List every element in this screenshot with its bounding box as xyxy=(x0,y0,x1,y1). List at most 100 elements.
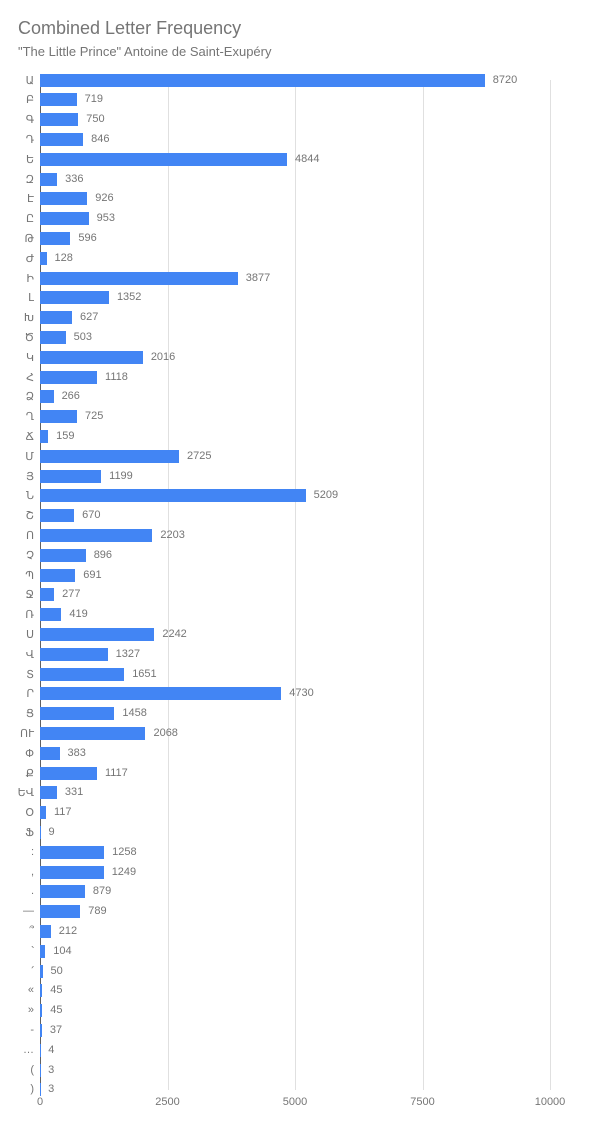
bar xyxy=(40,549,86,562)
gridline xyxy=(295,80,296,1090)
y-tick-label: Ն xyxy=(26,489,34,502)
bar xyxy=(40,232,70,245)
y-tick-label: Ճ xyxy=(26,430,34,443)
y-tick-label: - xyxy=(30,1024,34,1036)
bar xyxy=(40,212,89,225)
bar xyxy=(40,1064,41,1077)
bar xyxy=(40,786,57,799)
bar-value-label: 50 xyxy=(51,965,63,977)
y-tick-label: Ե xyxy=(26,153,34,166)
y-tick-label: Ջ xyxy=(26,588,34,601)
bar-value-label: 926 xyxy=(95,192,113,204)
y-tick-label: « xyxy=(28,984,34,996)
bar xyxy=(40,885,85,898)
bar xyxy=(40,74,485,87)
bar xyxy=(40,628,154,641)
y-tick-label: Օ xyxy=(25,806,34,819)
y-tick-label: Բ xyxy=(26,93,34,106)
bar-value-label: 1199 xyxy=(109,470,133,482)
bar-value-label: 596 xyxy=(78,232,96,244)
y-tick-label: ) xyxy=(30,1083,34,1095)
bar xyxy=(40,727,145,740)
bar-value-label: 419 xyxy=(69,608,87,620)
bar xyxy=(40,925,51,938)
bar-value-label: 1117 xyxy=(105,767,128,779)
bar-value-label: 503 xyxy=(74,331,92,343)
bar-value-label: 4844 xyxy=(295,153,319,165)
x-tick-label: 7500 xyxy=(393,1096,453,1108)
y-tick-label: ՈՒ xyxy=(20,727,34,740)
bar xyxy=(40,272,238,285)
y-tick-label: Ք xyxy=(26,767,34,780)
y-tick-label: Վ xyxy=(26,648,34,661)
bar-value-label: 1249 xyxy=(112,866,136,878)
y-tick-label: Թ xyxy=(25,232,34,245)
gridline xyxy=(168,80,169,1090)
y-tick-label: ՛ xyxy=(31,965,34,978)
y-tick-label: Յ xyxy=(26,470,34,483)
y-tick-label: Չ xyxy=(26,549,34,562)
bar-value-label: 1458 xyxy=(122,707,146,719)
bar xyxy=(40,569,75,582)
y-tick-label: Գ xyxy=(26,113,34,126)
bar-value-label: 331 xyxy=(65,786,83,798)
bar-value-label: 2725 xyxy=(187,450,211,462)
bar xyxy=(40,470,101,483)
bar xyxy=(40,747,60,760)
bar-value-label: 1118 xyxy=(105,371,128,383)
y-tick-label: Դ xyxy=(26,133,34,146)
bar-value-label: 4730 xyxy=(289,687,313,699)
y-tick-label: Ռ xyxy=(25,608,34,621)
bar xyxy=(40,608,61,621)
bar xyxy=(40,1004,42,1017)
bar-value-label: 1352 xyxy=(117,291,141,303)
bar xyxy=(40,173,57,186)
bar xyxy=(40,489,306,502)
bar xyxy=(40,965,43,978)
y-tick-label: Է xyxy=(27,192,34,205)
y-tick-label: Ա xyxy=(26,74,34,87)
y-tick-label: ( xyxy=(30,1064,34,1076)
bar-value-label: 3 xyxy=(48,1083,54,1095)
bar xyxy=(40,846,104,859)
bar xyxy=(40,806,46,819)
bar xyxy=(40,945,45,958)
gridline xyxy=(423,80,424,1090)
bar-value-label: 159 xyxy=(56,430,74,442)
bar xyxy=(40,430,48,443)
x-tick-label: 5000 xyxy=(265,1096,325,1108)
bar-value-label: 627 xyxy=(80,311,98,323)
bar-value-label: 383 xyxy=(68,747,86,759)
bar xyxy=(40,1083,41,1096)
y-tick-label: Պ xyxy=(25,569,34,582)
bar-value-label: 719 xyxy=(85,93,103,105)
bar-value-label: 9 xyxy=(48,826,54,838)
y-tick-label: Փ xyxy=(25,747,34,760)
bar xyxy=(40,153,287,166)
bar-value-label: 3 xyxy=(48,1064,54,1076)
bar-value-label: 37 xyxy=(50,1024,62,1036)
y-tick-label: Զ xyxy=(26,173,35,186)
bar-value-label: 3877 xyxy=(246,272,270,284)
y-tick-label: Հ xyxy=(26,371,34,384)
bar xyxy=(40,588,54,601)
y-tick-label: Ղ xyxy=(26,410,34,423)
y-tick-label: Խ xyxy=(24,311,34,324)
y-tick-label: Ֆ xyxy=(25,826,34,839)
y-tick-label: » xyxy=(28,1004,34,1016)
bar xyxy=(40,1024,42,1037)
bar xyxy=(40,291,109,304)
y-tick-label: … xyxy=(23,1044,34,1056)
bar xyxy=(40,390,54,403)
bar-value-label: 879 xyxy=(93,885,111,897)
bar-value-label: 846 xyxy=(91,133,109,145)
y-tick-label: Շ xyxy=(26,509,34,522)
bar xyxy=(40,648,108,661)
y-tick-label: Ց xyxy=(26,707,34,720)
y-tick-label: Կ xyxy=(26,351,34,364)
bar-value-label: 1327 xyxy=(116,648,140,660)
bar-value-label: 128 xyxy=(55,252,73,264)
bar xyxy=(40,529,152,542)
bar-value-label: 2016 xyxy=(151,351,175,363)
bar-value-label: 750 xyxy=(86,113,104,125)
